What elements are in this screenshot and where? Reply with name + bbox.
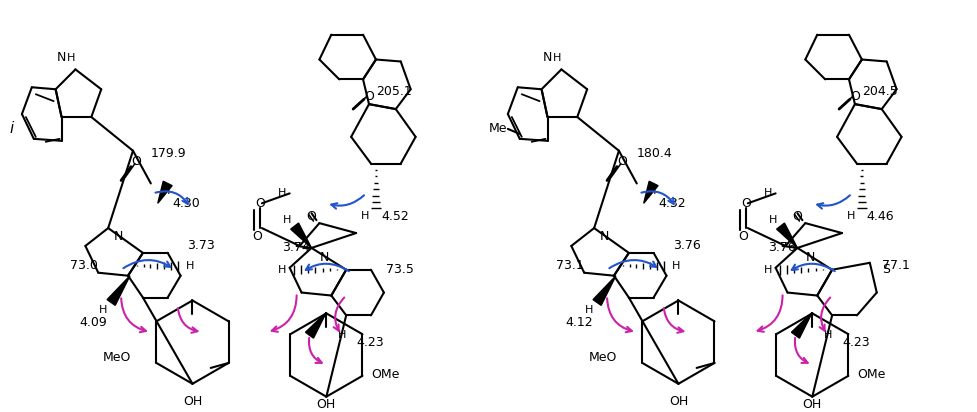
Text: 4.30: 4.30 bbox=[173, 197, 200, 210]
Text: i: i bbox=[10, 122, 14, 136]
Text: H: H bbox=[763, 188, 771, 199]
Text: MeO: MeO bbox=[588, 351, 616, 363]
Text: O: O bbox=[741, 197, 750, 210]
Text: H: H bbox=[277, 188, 285, 199]
Text: 73.0: 73.0 bbox=[70, 259, 98, 272]
Text: O: O bbox=[363, 90, 373, 103]
Text: Me: Me bbox=[488, 122, 507, 136]
Polygon shape bbox=[290, 223, 311, 248]
Text: OH: OH bbox=[668, 395, 688, 408]
Text: H: H bbox=[647, 186, 656, 197]
Text: MeO: MeO bbox=[103, 351, 131, 363]
Text: O: O bbox=[738, 229, 747, 243]
Text: 4.23: 4.23 bbox=[841, 336, 869, 349]
Text: 179.9: 179.9 bbox=[150, 147, 187, 160]
Polygon shape bbox=[305, 312, 326, 338]
Text: H: H bbox=[823, 330, 831, 340]
Text: N: N bbox=[319, 251, 328, 265]
Polygon shape bbox=[643, 181, 658, 203]
Text: O: O bbox=[252, 229, 262, 243]
Text: 3.74: 3.74 bbox=[281, 241, 309, 255]
Text: O: O bbox=[791, 210, 801, 223]
Text: H: H bbox=[186, 261, 193, 271]
Text: 204.5: 204.5 bbox=[861, 85, 897, 98]
Text: N: N bbox=[599, 229, 608, 243]
Polygon shape bbox=[776, 223, 796, 248]
Text: 4.52: 4.52 bbox=[380, 210, 408, 223]
Text: 4.32: 4.32 bbox=[658, 197, 686, 210]
Polygon shape bbox=[107, 276, 130, 305]
Text: OH: OH bbox=[183, 395, 202, 408]
Text: O: O bbox=[849, 90, 859, 103]
Text: O: O bbox=[255, 197, 265, 210]
Text: N: N bbox=[113, 229, 123, 243]
Text: 4.12: 4.12 bbox=[565, 316, 592, 329]
Text: H: H bbox=[337, 330, 346, 340]
Text: H: H bbox=[846, 211, 854, 221]
Text: OH: OH bbox=[317, 398, 336, 411]
Text: 4.46: 4.46 bbox=[866, 210, 894, 223]
Text: N: N bbox=[805, 251, 814, 265]
Text: H: H bbox=[553, 52, 561, 63]
Text: H: H bbox=[361, 211, 368, 221]
Text: H: H bbox=[671, 261, 679, 271]
Text: O: O bbox=[616, 155, 626, 168]
Text: 180.4: 180.4 bbox=[636, 147, 672, 160]
Text: OH: OH bbox=[802, 398, 821, 411]
Text: OMe: OMe bbox=[856, 368, 884, 382]
Text: H: H bbox=[278, 265, 286, 275]
Text: 205.1: 205.1 bbox=[375, 85, 411, 98]
Text: S: S bbox=[881, 263, 889, 276]
Text: H: H bbox=[99, 305, 107, 316]
Text: 3.76: 3.76 bbox=[673, 239, 701, 253]
Text: N: N bbox=[57, 51, 66, 64]
Text: H: H bbox=[282, 215, 290, 225]
Text: H: H bbox=[584, 305, 593, 316]
Text: 73.1: 73.1 bbox=[556, 259, 583, 272]
Polygon shape bbox=[592, 276, 616, 305]
Text: 3.73: 3.73 bbox=[188, 239, 215, 253]
Text: OMe: OMe bbox=[370, 368, 399, 382]
Text: 3.76: 3.76 bbox=[767, 241, 794, 255]
Text: H: H bbox=[67, 52, 75, 63]
Text: H: H bbox=[768, 215, 776, 225]
Text: N: N bbox=[542, 51, 552, 64]
Text: 73.5: 73.5 bbox=[386, 263, 413, 276]
Text: O: O bbox=[131, 155, 141, 168]
Text: H: H bbox=[161, 186, 170, 197]
Text: 4.09: 4.09 bbox=[79, 316, 107, 329]
Text: H: H bbox=[763, 265, 772, 275]
Polygon shape bbox=[790, 312, 812, 338]
Polygon shape bbox=[157, 181, 172, 203]
Text: 4.23: 4.23 bbox=[356, 336, 383, 349]
Text: O: O bbox=[306, 210, 317, 223]
Text: 77.1: 77.1 bbox=[881, 259, 909, 272]
